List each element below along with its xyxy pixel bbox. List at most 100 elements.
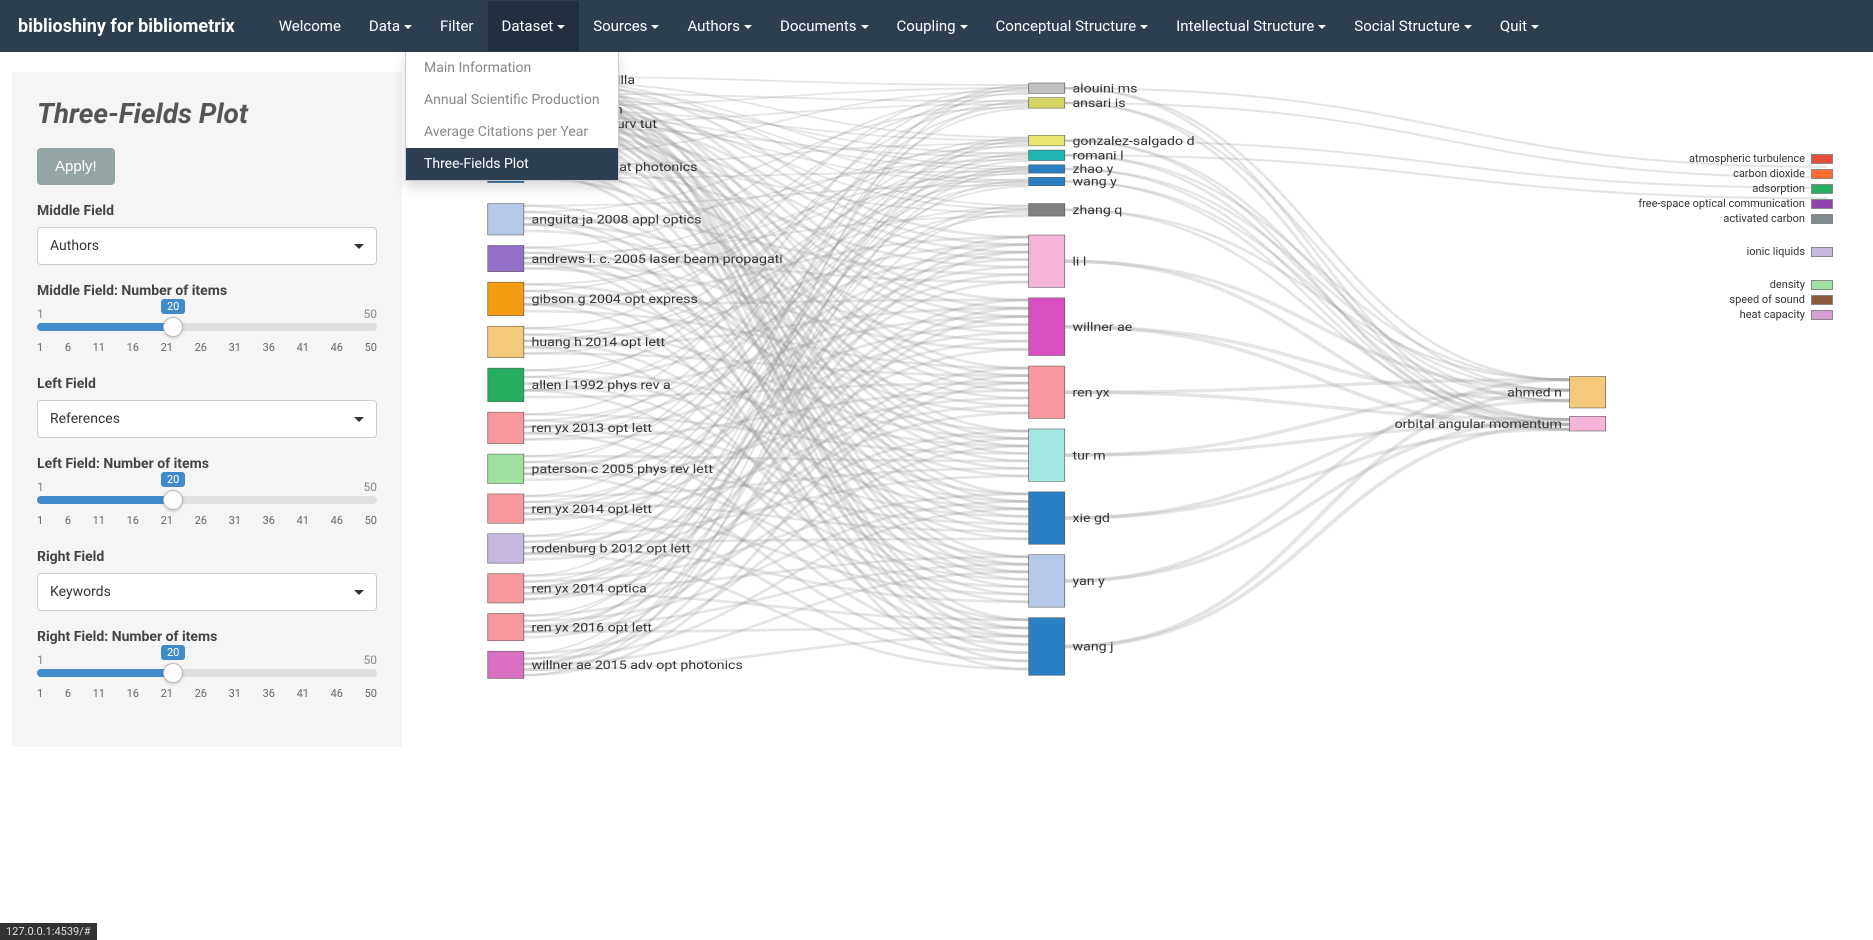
sankey-label: ansari is	[1072, 97, 1125, 110]
sankey-node[interactable]	[1029, 83, 1065, 93]
sankey-link	[1065, 88, 1570, 379]
sankey-node[interactable]	[1570, 416, 1606, 431]
sankey-link	[1065, 182, 1570, 401]
sankey-node[interactable]	[488, 574, 524, 603]
legend-swatch	[1811, 280, 1833, 290]
field-label: Middle Field	[37, 203, 377, 219]
sankey-label: zhao y	[1072, 163, 1113, 176]
legend: atmospheric turbulencecarbon dioxideadso…	[1638, 152, 1833, 323]
chevron-down-icon	[861, 25, 869, 29]
sankey-node[interactable]	[1029, 235, 1065, 287]
slider-label: Middle Field: Number of items	[37, 283, 377, 299]
sankey-node[interactable]	[1029, 298, 1065, 356]
nav-item-quit[interactable]: Quit	[1486, 1, 1553, 51]
nav-item-coupling[interactable]: Coupling	[883, 1, 982, 51]
field-label: Left Field	[37, 376, 377, 392]
slider-track[interactable]: 20	[37, 323, 377, 331]
slider-2[interactable]: 1502016111621263136414650	[37, 653, 377, 700]
slider-0[interactable]: 1502016111621263136414650	[37, 307, 377, 354]
slider-track[interactable]: 20	[37, 669, 377, 677]
slider-handle[interactable]	[163, 317, 183, 337]
sankey-node[interactable]	[1029, 177, 1065, 185]
sankey-node[interactable]	[488, 534, 524, 563]
sankey-label: wang j	[1072, 641, 1113, 654]
sankey-node[interactable]	[488, 368, 524, 402]
select-value: Keywords	[50, 584, 111, 600]
slider-1[interactable]: 1502016111621263136414650	[37, 480, 377, 527]
nav-item-documents[interactable]: Documents	[766, 1, 883, 51]
chevron-down-icon	[1140, 25, 1148, 29]
legend-item: density	[1638, 278, 1833, 291]
slider-handle[interactable]	[163, 490, 183, 510]
select-right-field[interactable]: Keywords	[37, 573, 377, 611]
sankey-label: gonzalez-salgado d	[1072, 135, 1194, 148]
sankey-node[interactable]	[1029, 555, 1065, 607]
legend-swatch	[1811, 169, 1833, 179]
sankey-link	[1065, 420, 1570, 581]
slider-max: 50	[364, 653, 378, 667]
sankey-node[interactable]	[1029, 165, 1065, 173]
sankey-node[interactable]	[1029, 204, 1065, 217]
navbar: biblioshiny for bibliometrix WelcomeData…	[0, 0, 1873, 52]
sankey-label: ren yx 2016 opt lett	[532, 621, 652, 634]
dropdown-item-annual-scientific-production[interactable]: Annual Scientific Production	[406, 84, 618, 116]
sankey-link	[1065, 169, 1570, 390]
nav-item-dataset[interactable]: Dataset	[488, 1, 580, 51]
nav-item-data[interactable]: Data	[355, 1, 426, 51]
sankey-node[interactable]	[1029, 150, 1065, 160]
slider-fill	[37, 323, 173, 331]
nav-item-social-structure[interactable]: Social Structure	[1340, 1, 1486, 51]
slider-label: Left Field: Number of items	[37, 456, 377, 472]
nav-item-filter[interactable]: Filter	[426, 1, 488, 51]
page-title: Three-Fields Plot	[37, 97, 377, 130]
sankey-node[interactable]	[488, 494, 524, 523]
sankey-node[interactable]	[1029, 98, 1065, 108]
sankey-node[interactable]	[1029, 618, 1065, 676]
sankey-label: ren yx 2013 opt lett	[532, 422, 652, 435]
main: Three-Fields Plot Apply! Middle Field Aut…	[0, 52, 1873, 767]
slider-ticks: 16111621263136414650	[37, 341, 377, 354]
sankey-node[interactable]	[488, 454, 524, 483]
sankey-label: ahmed n	[1507, 387, 1562, 400]
dropdown-item-average-citations-per-year[interactable]: Average Citations per Year	[406, 116, 618, 148]
dropdown-item-three-fields-plot[interactable]: Three-Fields Plot	[406, 148, 618, 180]
sankey-node[interactable]	[488, 613, 524, 640]
nav-item-authors[interactable]: Authors	[673, 1, 766, 51]
sankey-node[interactable]	[488, 282, 524, 316]
sidebar: Three-Fields Plot Apply! Middle Field Aut…	[12, 72, 402, 747]
sankey-node[interactable]	[1570, 377, 1606, 408]
sankey-node[interactable]	[488, 204, 524, 235]
legend-swatch	[1811, 154, 1833, 164]
sankey-node[interactable]	[1029, 366, 1065, 418]
sankey-node[interactable]	[1029, 135, 1065, 145]
dropdown-item-main-information[interactable]: Main Information	[406, 52, 618, 84]
sankey-node[interactable]	[488, 412, 524, 443]
select-left-field[interactable]: References	[37, 400, 377, 438]
nav-item-conceptual-structure[interactable]: Conceptual Structure	[982, 1, 1163, 51]
select-middle-field[interactable]: Authors	[37, 227, 377, 265]
sankey-label: zhang q	[1072, 204, 1122, 217]
slider-badge: 20	[161, 299, 185, 314]
sankey-label: tur m	[1072, 450, 1105, 463]
content: er beam scintillawave technolem thermody…	[402, 52, 1873, 767]
sankey-label: paterson c 2005 phys rev lett	[532, 463, 713, 476]
sankey-label: romani l	[1072, 150, 1123, 163]
nav-item-intellectual-structure[interactable]: Intellectual Structure	[1162, 1, 1340, 51]
sankey-node[interactable]	[488, 326, 524, 357]
chevron-down-icon	[744, 25, 752, 29]
slider-min: 1	[37, 653, 44, 667]
sankey-label: wang y	[1072, 176, 1116, 189]
sankey-node[interactable]	[1029, 429, 1065, 481]
chevron-down-icon	[354, 417, 364, 422]
nav-item-welcome[interactable]: Welcome	[265, 1, 355, 51]
slider-fill	[37, 669, 173, 677]
apply-button[interactable]: Apply!	[37, 148, 115, 185]
sankey-node[interactable]	[1029, 492, 1065, 544]
nav-item-sources[interactable]: Sources	[579, 1, 673, 51]
sankey-node[interactable]	[488, 245, 524, 271]
slider-track[interactable]: 20	[37, 496, 377, 504]
sankey-node[interactable]	[488, 651, 524, 678]
slider-handle[interactable]	[163, 663, 183, 683]
sankey-label: ren yx 2014 optica	[532, 583, 647, 596]
navbar-nav: WelcomeDataFilterDatasetSourcesAuthorsDo…	[265, 1, 1553, 51]
